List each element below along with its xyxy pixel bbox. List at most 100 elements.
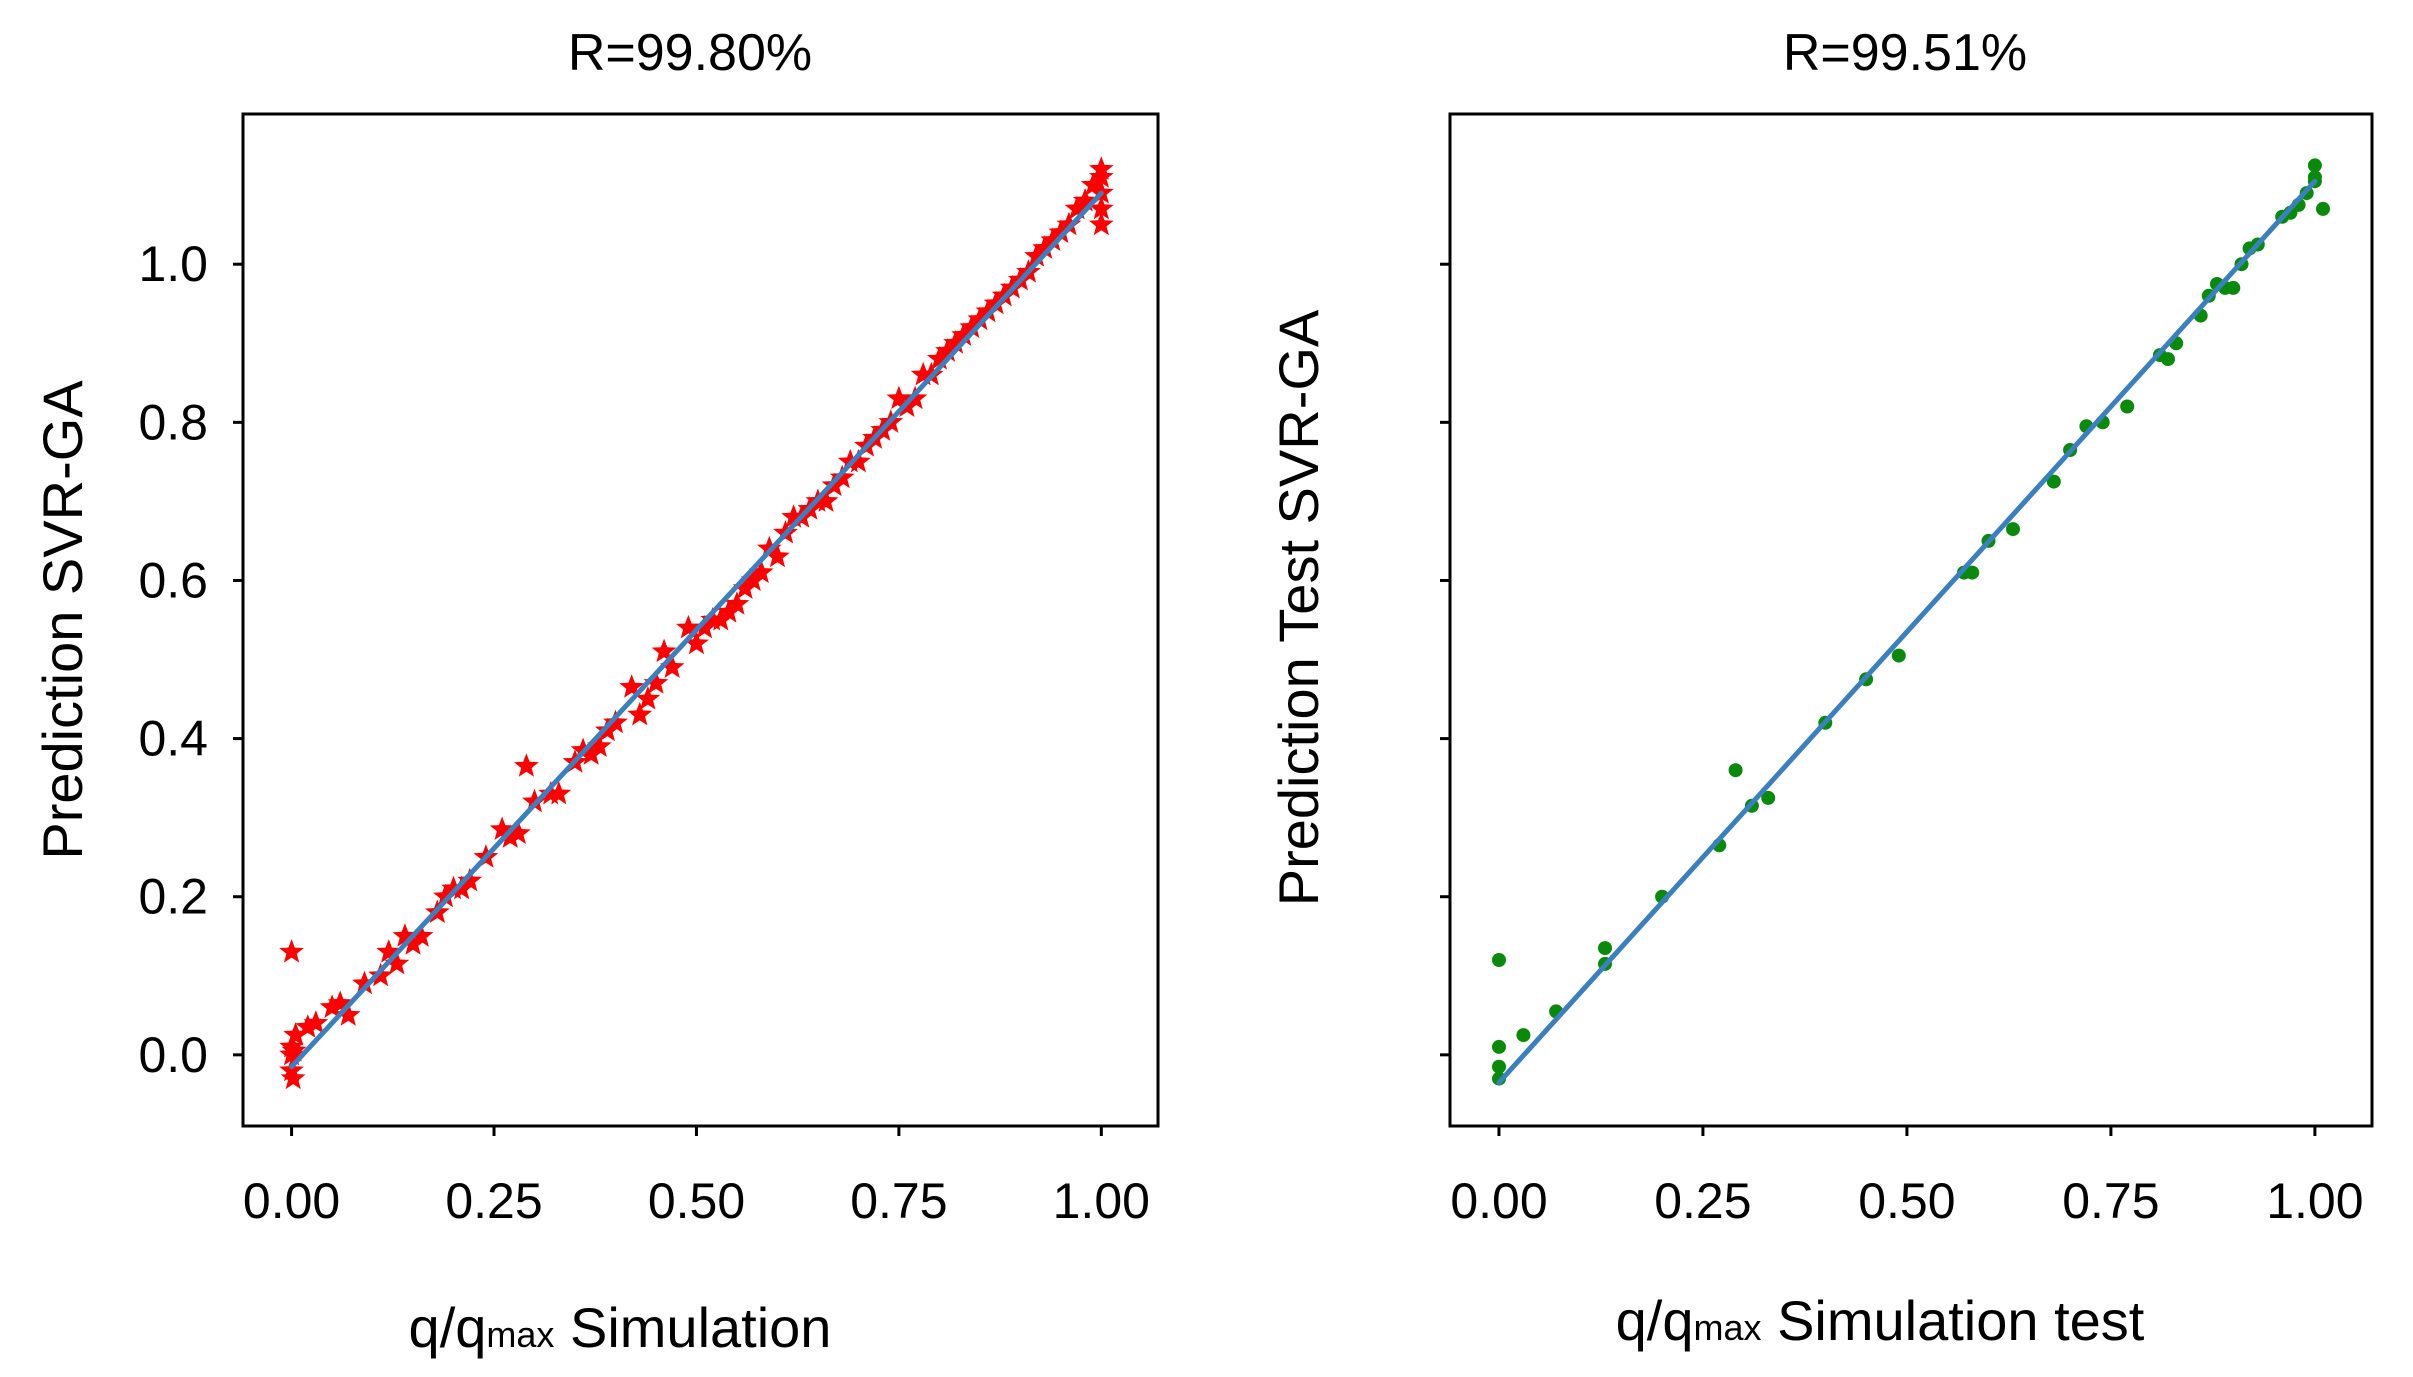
data-point — [708, 607, 734, 631]
test-y-axis-label: Prediction Test SVR-GA — [1267, 309, 1330, 906]
train-y-ticks: 0.0 0.2 0.4 0.6 0.8 1.0 — [138, 236, 208, 1083]
y-tick-label: 0.8 — [138, 394, 208, 450]
data-point — [578, 741, 604, 765]
x-label-subscript: max — [486, 1314, 554, 1355]
data-point — [813, 488, 839, 512]
data-point — [943, 330, 968, 354]
data-point — [1965, 565, 1980, 580]
data-point — [740, 567, 766, 591]
y-tick-label: 1.0 — [138, 236, 208, 292]
data-point — [748, 559, 774, 584]
data-point — [846, 448, 871, 473]
data-point — [376, 939, 402, 963]
data-point — [659, 654, 685, 678]
x-label-suffix: Simulation test — [1762, 1289, 2145, 1352]
test-x-axis-label: q/qmax Simulation test — [1616, 1289, 2145, 1352]
data-point — [392, 923, 418, 947]
train-chart: R=99.80% 0.00 0.25 0.50 0.75 1.00 0.0 0.… — [31, 24, 1160, 1359]
data-point — [283, 1022, 308, 1046]
data-point — [684, 630, 709, 655]
x-tick-label: 1.00 — [2266, 1173, 2363, 1229]
data-point — [1516, 1028, 1531, 1043]
x-tick-label: 1.00 — [1053, 1173, 1150, 1229]
data-point — [1089, 164, 1114, 188]
x-tick-label: 0.00 — [1450, 1173, 1547, 1229]
data-point — [2006, 522, 2020, 537]
data-point — [400, 931, 426, 955]
data-point — [1598, 941, 1612, 956]
data-point — [603, 709, 628, 734]
x-tick-label: 0.50 — [648, 1173, 745, 1229]
data-point — [279, 1057, 304, 1082]
test-scatter-markers — [1492, 158, 2330, 1086]
data-point — [692, 614, 717, 639]
x-tick-label: 0.50 — [1858, 1173, 1955, 1229]
data-point — [1024, 243, 1049, 267]
data-point — [327, 990, 353, 1014]
data-point — [303, 1010, 329, 1034]
data-point — [627, 701, 653, 726]
data-point — [676, 614, 701, 639]
data-point — [2046, 474, 2061, 489]
data-point — [1056, 211, 1082, 236]
data-point — [2307, 158, 2322, 173]
data-point — [586, 733, 612, 757]
data-point — [1891, 648, 1906, 663]
data-point — [643, 670, 669, 694]
data-point — [281, 1037, 307, 1062]
data-point — [967, 306, 993, 331]
data-point — [295, 1014, 321, 1038]
data-point — [2316, 201, 2330, 216]
test-fit-line — [1496, 178, 2318, 1085]
data-point — [546, 780, 572, 805]
data-point — [1064, 195, 1090, 220]
data-point — [408, 923, 434, 947]
data-point — [635, 686, 661, 710]
data-point — [975, 298, 1001, 323]
y-tick-label: 0.0 — [138, 1027, 208, 1083]
data-point — [505, 820, 531, 844]
x-label-main: q/q — [409, 1296, 487, 1359]
data-point — [1048, 219, 1074, 244]
data-point — [1080, 172, 1106, 196]
data-point — [1492, 1059, 1506, 1074]
test-chart-title: R=99.51% — [1783, 24, 2027, 82]
data-point — [433, 883, 458, 908]
train-fit-line — [289, 190, 1104, 1070]
data-point — [935, 338, 960, 362]
train-plot-frame — [241, 112, 1160, 1128]
test-plot-frame — [1448, 112, 2374, 1128]
train-chart-title: R=99.80% — [568, 24, 812, 82]
data-point — [2226, 280, 2241, 295]
data-point — [335, 1002, 361, 1026]
data-point — [514, 753, 539, 777]
data-point — [959, 314, 985, 338]
data-point — [319, 994, 345, 1018]
data-point — [716, 599, 742, 623]
x-tick-label: 0.25 — [1654, 1173, 1751, 1229]
data-point — [619, 674, 644, 698]
data-point — [2120, 399, 2135, 414]
data-point — [1761, 790, 1776, 805]
train-y-axis-label: Prediction SVR-GA — [31, 380, 94, 860]
x-tick-label: 0.75 — [2062, 1173, 2159, 1229]
x-label-suffix: Simulation — [554, 1296, 831, 1359]
x-label-subscript: max — [1694, 1307, 1762, 1348]
test-x-ticks: 0.00 0.25 0.50 0.75 1.00 — [1450, 1173, 2363, 1229]
data-point — [1089, 195, 1114, 220]
data-point — [1492, 1039, 1506, 1054]
train-x-ticks: 0.00 0.25 0.50 0.75 1.00 — [243, 1173, 1150, 1229]
data-point — [449, 875, 474, 900]
x-tick-label: 0.75 — [850, 1173, 947, 1229]
data-point — [983, 290, 1009, 315]
y-tick-label: 0.2 — [138, 869, 208, 925]
data-point — [1032, 235, 1057, 259]
data-point — [886, 385, 912, 410]
data-point — [522, 788, 547, 813]
y-tick-label: 0.6 — [138, 553, 208, 609]
data-point — [279, 939, 304, 963]
data-point — [651, 638, 677, 663]
y-tick-label: 0.4 — [138, 711, 208, 767]
data-point — [927, 346, 952, 370]
